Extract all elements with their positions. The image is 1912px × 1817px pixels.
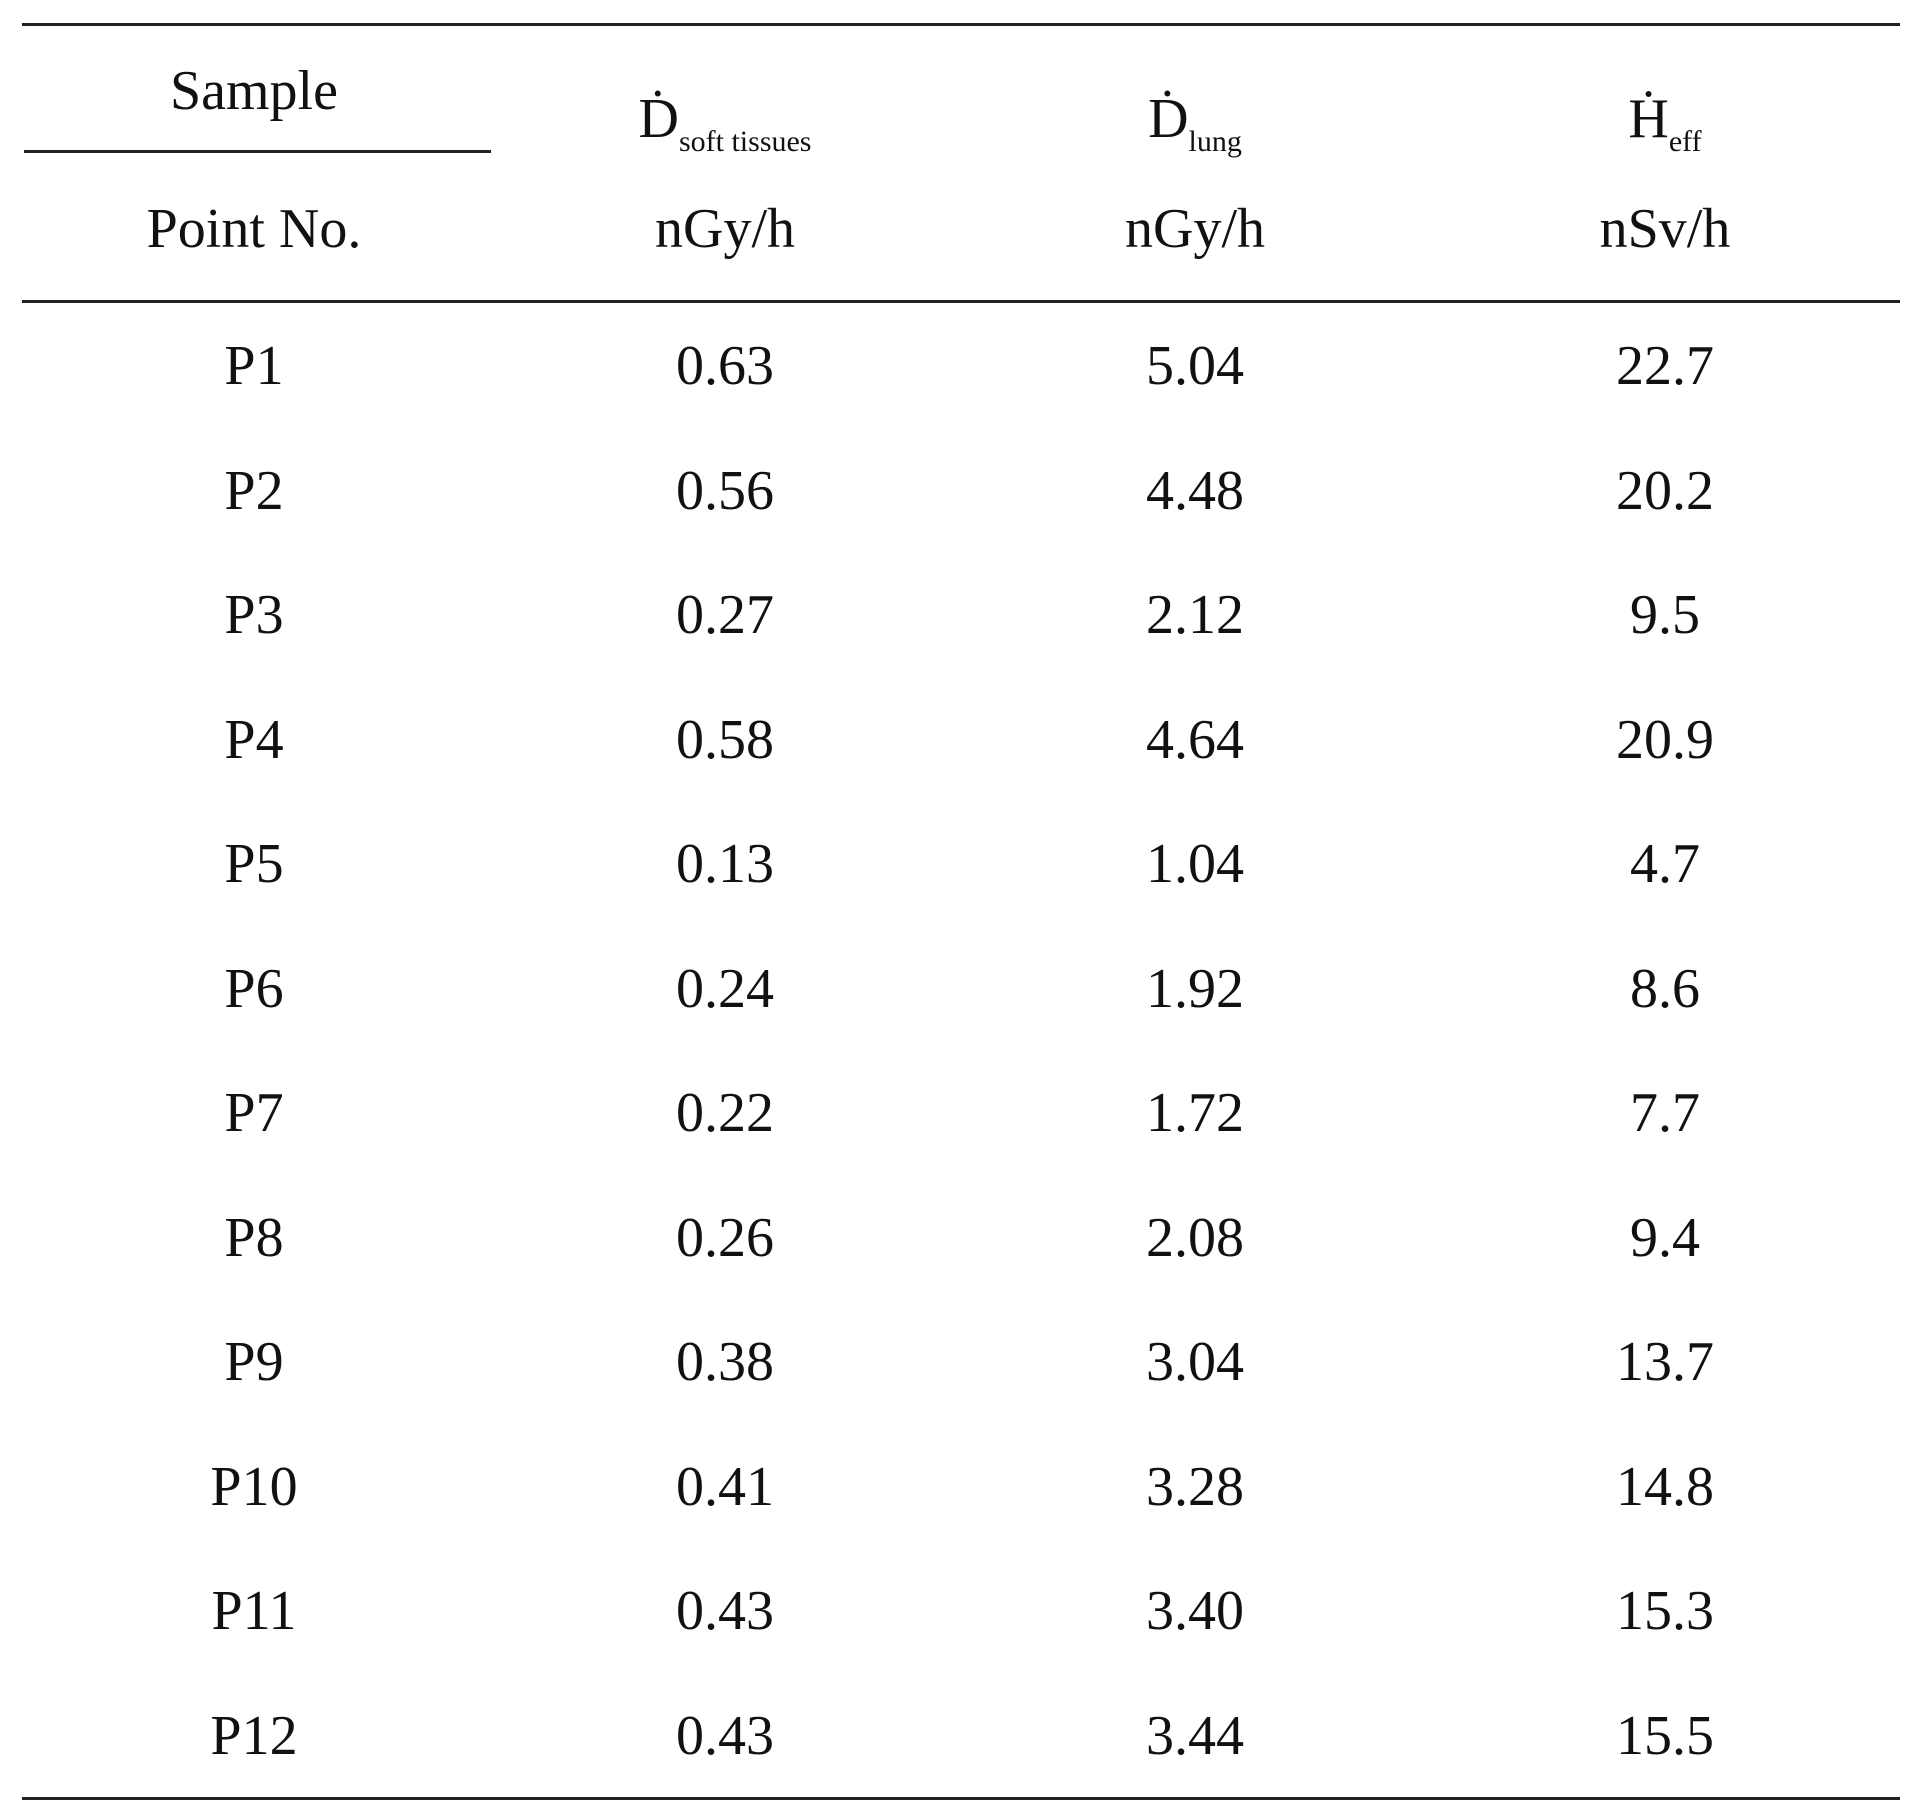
point-label: P11 [211, 1580, 297, 1642]
value-cell: 20.2 [1616, 459, 1714, 522]
symbol: Ḋ [638, 88, 679, 150]
point-label: P8 [224, 1206, 284, 1269]
value-cell: 0.13 [676, 833, 774, 895]
value-cell: 7.7 [1630, 1082, 1700, 1144]
value-cell: 0.43 [676, 1580, 774, 1642]
value-cell: 2.08 [1146, 1206, 1244, 1269]
value-cell: 3.04 [1146, 1331, 1244, 1393]
point-label: P5 [224, 833, 284, 895]
point-label: P7 [224, 1082, 284, 1144]
subscript: soft tissues [678, 125, 812, 158]
column-symbol: Ḣeff [1435, 91, 1895, 157]
point-label: P4 [224, 708, 284, 771]
value-cell: 13.7 [1616, 1331, 1714, 1393]
value-cell: 14.8 [1616, 1455, 1714, 1518]
point-label: P6 [224, 957, 284, 1020]
value-cell: 0.43 [676, 1704, 774, 1767]
value-cell: 0.22 [676, 1082, 774, 1144]
symbol: Ḋ [1148, 88, 1189, 150]
header-rule [22, 300, 1900, 303]
value-cell: 0.38 [676, 1331, 774, 1393]
header-sample: Sample [170, 60, 338, 122]
value-cell: 0.27 [676, 584, 774, 646]
value-cell: 9.4 [1630, 1206, 1700, 1269]
value-cell: 5.04 [1146, 335, 1244, 397]
subscript: eff [1668, 125, 1702, 158]
value-cell: 3.28 [1146, 1455, 1244, 1518]
header-point-no: Point No. [146, 198, 362, 260]
bottom-rule [22, 1797, 1900, 1800]
point-label: P3 [224, 584, 284, 646]
header-sub-rule [24, 150, 491, 153]
value-cell: 4.7 [1630, 833, 1700, 895]
point-label: P1 [224, 335, 284, 397]
value-cell: 0.56 [676, 459, 774, 522]
value-cell: 0.41 [676, 1455, 774, 1518]
value-cell: 3.40 [1146, 1580, 1244, 1642]
value-cell: 0.58 [676, 708, 774, 771]
value-cell: 3.44 [1146, 1704, 1244, 1767]
value-cell: 1.04 [1146, 833, 1244, 895]
value-cell: 0.63 [676, 335, 774, 397]
column-symbol: Ḋlung [965, 91, 1425, 157]
column-unit: nGy/h [1125, 198, 1265, 260]
point-label: P9 [224, 1331, 284, 1393]
value-cell: 15.5 [1616, 1704, 1714, 1767]
value-cell: 8.6 [1630, 957, 1700, 1020]
symbol: Ḣ [1628, 88, 1669, 150]
value-cell: 15.3 [1616, 1580, 1714, 1642]
point-label: P12 [210, 1704, 298, 1767]
value-cell: 4.64 [1146, 708, 1244, 771]
value-cell: 20.9 [1616, 708, 1714, 771]
value-cell: 2.12 [1146, 584, 1244, 646]
value-cell: 22.7 [1616, 335, 1714, 397]
value-cell: 1.92 [1146, 957, 1244, 1020]
point-label: P10 [210, 1455, 298, 1518]
column-unit: nGy/h [655, 198, 795, 260]
subscript: lung [1188, 125, 1242, 158]
point-label: P2 [224, 459, 284, 522]
value-cell: 1.72 [1146, 1082, 1244, 1144]
value-cell: 9.5 [1630, 584, 1700, 646]
value-cell: 0.24 [676, 957, 774, 1020]
value-cell: 4.48 [1146, 459, 1244, 522]
value-cell: 0.26 [676, 1206, 774, 1269]
column-unit: nSv/h [1599, 198, 1731, 260]
column-symbol: Ḋsoft tissues [495, 91, 955, 157]
top-rule [22, 23, 1900, 26]
